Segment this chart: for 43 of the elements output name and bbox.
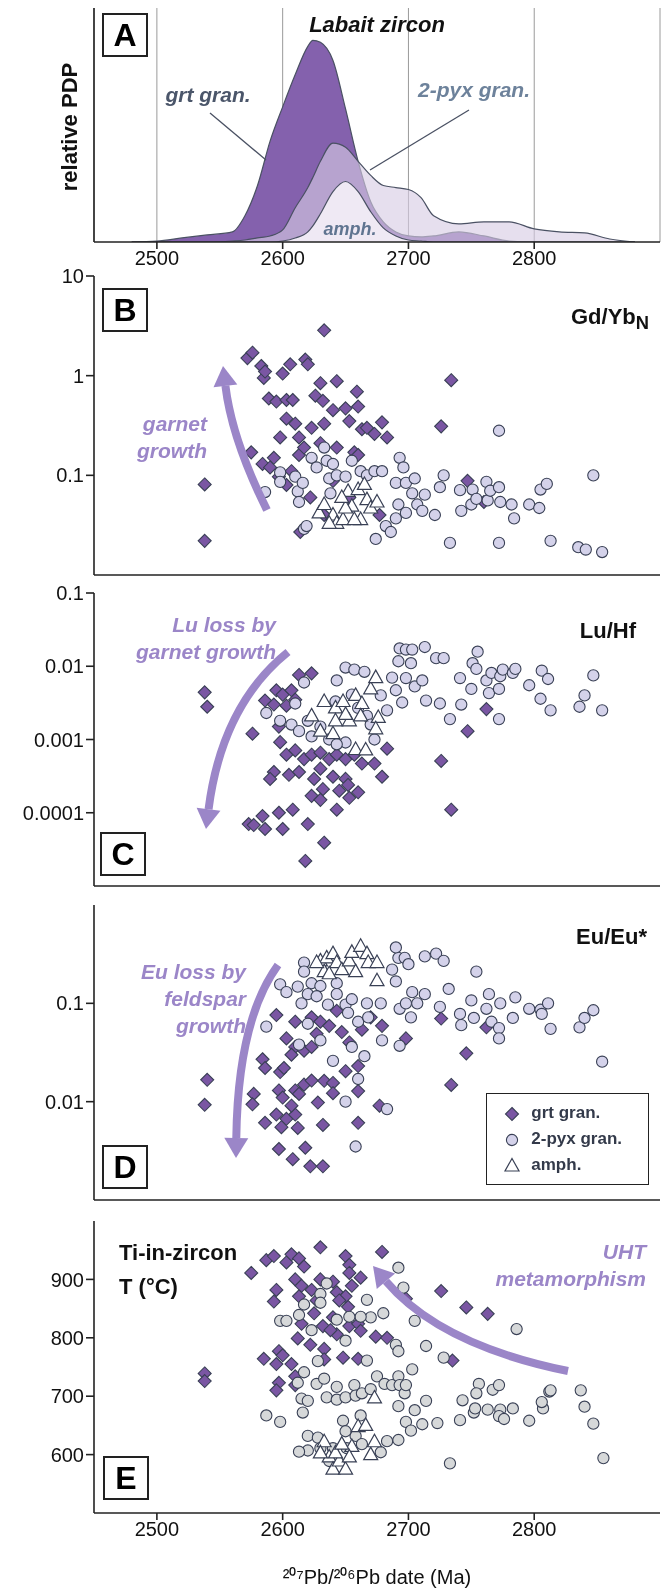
y-tick-label: 0.01 [45,1090,84,1113]
annotation: E [103,1456,149,1500]
x-tick-label: 2800 [511,1518,557,1541]
y-tick-label: 800 [50,1326,84,1349]
y-axis-title: Ti-in-zircon T (°C) [119,1239,239,1301]
x-tick-label: 2800 [511,247,557,270]
annotation: C [100,832,146,876]
y-axis-title: relative PDP [57,62,82,192]
annotation: Lu loss by garnet growth [135,612,276,665]
y-tick-label: 0.1 [56,582,84,605]
x-tick-label: 2600 [260,247,305,270]
series-label: amph. [322,218,378,241]
annotation: UHT metamorphism [494,1239,646,1292]
annotation: B [102,288,148,332]
annotation: D [102,1145,148,1189]
y-tick-label: 10 [61,265,84,288]
x-tick-label: 2700 [386,247,431,270]
y-tick-label: 0.01 [45,655,84,678]
y-tick-label: 0.1 [56,992,84,1015]
x-tick-label: 2700 [386,1518,431,1541]
text: 2-pyx gran. [416,77,531,103]
y-axis-title: Lu/Hf [578,617,636,645]
y-tick-label: 0.1 [56,464,84,487]
y-tick-label: 1 [72,364,84,387]
y-tick-label: 0.001 [33,728,84,751]
x-tick-label: 2500 [134,247,180,270]
annotation: Eu loss by feldspar growth [139,959,246,1039]
x-axis-title: ²⁰⁷Pb/²⁰⁶Pb date (Ma) [281,1565,473,1590]
y-axis-title: Gd/Yb$_{N}$ [569,303,649,336]
annotation: garnet growth [136,411,207,464]
x-tick-label: 2600 [260,1518,305,1541]
legend-label: amph. [531,1155,582,1175]
y-tick-label: 0.0001 [22,801,84,824]
x-tick-label: 2500 [134,1518,180,1541]
y-tick-label: 700 [50,1385,84,1408]
legend-label: grt gran. [531,1103,601,1123]
y-axis-title: Eu/Eu* [575,923,647,951]
legend-label: 2-pyx gran. [531,1129,622,1149]
series-label: grt gran. [164,82,252,108]
chart-title: Labait zircon [309,12,445,37]
annotation: A [102,13,148,57]
y-tick-label: 900 [50,1268,84,1291]
y-tick-label: 600 [50,1443,84,1466]
